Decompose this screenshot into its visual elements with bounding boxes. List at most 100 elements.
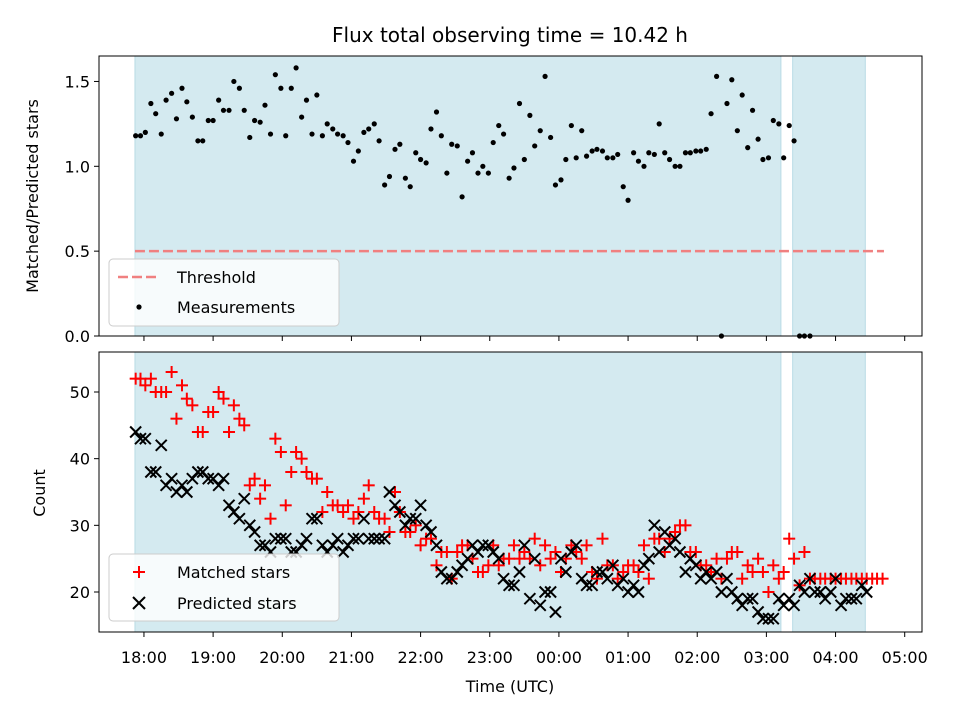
data-point bbox=[666, 156, 673, 163]
data-point bbox=[604, 155, 610, 161]
data-point-stroke bbox=[440, 572, 454, 585]
data-point bbox=[537, 128, 543, 134]
data-point-stroke bbox=[191, 465, 205, 479]
data-point bbox=[326, 539, 339, 552]
data-point bbox=[500, 131, 507, 137]
data-point bbox=[352, 532, 365, 545]
data-point bbox=[180, 392, 193, 405]
data-point bbox=[669, 526, 682, 538]
data-point bbox=[148, 100, 154, 107]
data-point-stroke bbox=[492, 552, 505, 565]
data-point-stroke bbox=[580, 579, 593, 592]
data-point bbox=[482, 559, 495, 572]
data-point-stroke bbox=[772, 592, 786, 605]
data-point bbox=[518, 539, 531, 552]
data-point bbox=[153, 111, 159, 117]
data-point bbox=[362, 532, 375, 545]
data-point bbox=[834, 599, 848, 612]
chart-title: Flux total observing time = 10.42 h bbox=[332, 23, 688, 47]
data-point bbox=[165, 366, 178, 378]
data-point bbox=[736, 572, 749, 585]
data-point-stroke bbox=[248, 525, 261, 539]
data-point-stroke bbox=[435, 565, 448, 579]
data-point-stroke bbox=[793, 579, 806, 592]
data-point bbox=[149, 465, 162, 479]
data-point bbox=[262, 102, 268, 108]
data-point bbox=[331, 499, 344, 512]
data-point bbox=[397, 141, 403, 147]
data-point bbox=[687, 150, 693, 156]
data-point bbox=[144, 465, 158, 479]
data-point bbox=[347, 512, 360, 525]
data-point bbox=[752, 552, 765, 565]
data-point bbox=[606, 559, 620, 572]
data-point bbox=[309, 131, 315, 137]
data-point bbox=[195, 138, 201, 144]
data-point-stroke bbox=[419, 519, 433, 532]
data-point bbox=[746, 566, 759, 578]
data-point bbox=[253, 539, 267, 552]
data-point-stroke bbox=[528, 552, 541, 565]
data-point bbox=[855, 579, 869, 592]
data-point bbox=[523, 592, 537, 605]
data-point bbox=[414, 539, 427, 552]
data-point-stroke bbox=[326, 539, 339, 552]
data-point bbox=[248, 472, 261, 485]
data-point bbox=[652, 545, 666, 559]
data-point-stroke bbox=[637, 559, 651, 572]
data-point bbox=[233, 512, 246, 525]
data-point-stroke bbox=[518, 539, 531, 552]
data-point bbox=[642, 552, 656, 565]
data-point bbox=[544, 552, 557, 565]
data-point bbox=[715, 585, 728, 599]
data-point bbox=[627, 559, 640, 572]
data-point-stroke bbox=[549, 605, 562, 619]
data-point bbox=[469, 150, 476, 156]
count-panel: 20 30 40 50 bbox=[70, 351, 923, 637]
data-point bbox=[682, 150, 689, 156]
data-point-stroke bbox=[513, 565, 526, 579]
data-point bbox=[212, 386, 225, 398]
data-point-stroke bbox=[642, 552, 656, 565]
data-point-stroke bbox=[451, 565, 464, 579]
data-point bbox=[461, 552, 474, 565]
data-point bbox=[663, 532, 676, 545]
x-tick-label: 04:00 bbox=[812, 648, 858, 667]
data-point-stroke bbox=[352, 532, 365, 545]
data-point bbox=[651, 151, 657, 158]
data-point bbox=[656, 121, 662, 127]
data-point bbox=[777, 566, 790, 578]
data-point bbox=[269, 432, 282, 445]
data-point bbox=[513, 552, 526, 565]
data-point bbox=[279, 532, 292, 545]
data-point bbox=[542, 73, 548, 79]
data-point bbox=[756, 566, 769, 578]
data-point bbox=[222, 499, 236, 512]
data-point bbox=[220, 107, 227, 113]
data-point bbox=[689, 546, 702, 558]
data-point bbox=[430, 539, 443, 552]
data-point bbox=[300, 532, 313, 545]
data-point bbox=[662, 150, 668, 156]
data-point bbox=[254, 492, 267, 505]
data-point bbox=[383, 526, 396, 538]
observing-window-1 bbox=[792, 55, 866, 337]
data-point bbox=[745, 145, 751, 151]
data-point bbox=[139, 379, 152, 392]
axes-frame bbox=[98, 351, 923, 633]
data-point bbox=[516, 100, 523, 107]
data-point-stroke bbox=[845, 592, 858, 605]
data-point bbox=[762, 586, 775, 598]
data-point bbox=[724, 100, 730, 107]
data-point-stroke bbox=[424, 525, 438, 539]
data-point bbox=[860, 585, 873, 599]
data-point bbox=[839, 592, 853, 605]
data-point bbox=[170, 412, 183, 425]
data-point bbox=[180, 485, 194, 499]
data-point bbox=[430, 559, 443, 572]
data-point bbox=[646, 150, 652, 156]
data-point bbox=[637, 559, 651, 572]
y-tick-label: 1.5 bbox=[65, 72, 90, 91]
data-point bbox=[590, 572, 603, 585]
data-point bbox=[594, 146, 600, 152]
